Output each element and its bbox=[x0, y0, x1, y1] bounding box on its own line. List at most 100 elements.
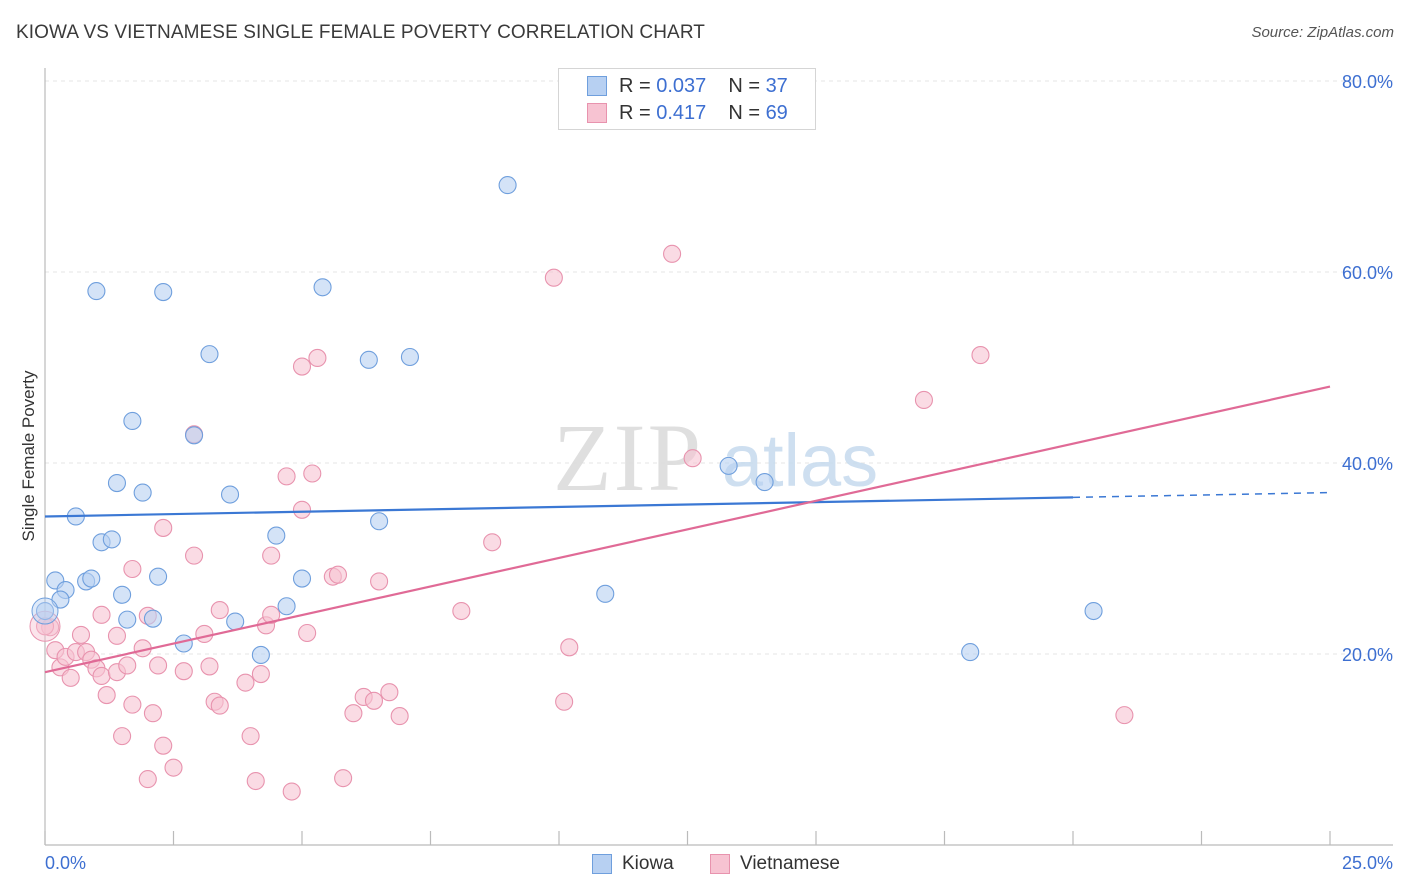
kiowa-point bbox=[292, 569, 312, 588]
kiowa-n-label: N = bbox=[728, 74, 760, 97]
kiowa-point bbox=[755, 473, 774, 492]
vietnamese-point bbox=[560, 638, 579, 657]
vietnamese-point bbox=[107, 626, 127, 645]
vietnamese-point bbox=[71, 625, 91, 644]
kiowa-point bbox=[961, 643, 980, 662]
vietnamese-point bbox=[390, 707, 409, 726]
vietnamese-point bbox=[113, 727, 132, 746]
vietnamese-point bbox=[92, 605, 111, 624]
kiowa-point bbox=[277, 597, 296, 616]
y-axis-label: Single Female Poverty bbox=[19, 370, 38, 542]
vietnamese-point bbox=[328, 565, 348, 584]
vietnamese-legend-swatch bbox=[710, 854, 730, 874]
vietnamese-point bbox=[123, 559, 142, 579]
kiowa-point bbox=[498, 176, 517, 195]
vietnamese-point bbox=[334, 769, 353, 788]
vietnamese-point bbox=[118, 656, 137, 675]
vietnamese-point bbox=[138, 770, 157, 789]
kiowa-point bbox=[35, 601, 55, 621]
kiowa-point-large bbox=[31, 597, 59, 625]
bottom-legend-vietnamese: Vietnamese bbox=[710, 851, 840, 877]
vietnamese-points bbox=[29, 244, 1134, 801]
kiowa-point bbox=[596, 584, 615, 603]
vietnamese-point bbox=[364, 691, 384, 710]
watermark-atlas: atlas bbox=[722, 419, 878, 502]
vietnamese-point bbox=[246, 771, 265, 791]
vietnamese-point bbox=[241, 727, 260, 746]
kiowa-point bbox=[400, 347, 419, 367]
kiowa-point bbox=[82, 569, 101, 588]
y-tick-label-0: 20.0% bbox=[1342, 645, 1393, 665]
vietnamese-point bbox=[262, 605, 281, 624]
source-label: Source: ZipAtlas.com bbox=[1251, 24, 1394, 41]
y-tick-label-2: 60.0% bbox=[1342, 263, 1393, 283]
kiowa-point bbox=[102, 530, 121, 549]
kiowa-point bbox=[154, 283, 173, 302]
kiowa-trend-extension bbox=[1072, 491, 1331, 499]
vietnamese-point bbox=[555, 692, 574, 711]
kiowa-point bbox=[149, 567, 168, 586]
vietnamese-point bbox=[251, 665, 270, 684]
kiowa-point bbox=[185, 426, 204, 445]
vietnamese-point bbox=[154, 518, 173, 537]
kiowa-point bbox=[118, 610, 137, 629]
vietnamese-point bbox=[308, 348, 327, 368]
vietnamese-point bbox=[262, 546, 281, 565]
vietnamese-point bbox=[236, 673, 255, 692]
vietnamese-r-value: 0.417 bbox=[656, 101, 707, 124]
kiowa-point bbox=[220, 485, 240, 504]
kiowa-point bbox=[123, 411, 142, 431]
vietnamese-point bbox=[174, 662, 193, 681]
kiowa-swatch bbox=[587, 76, 607, 96]
vietnamese-n-label: N = bbox=[728, 101, 760, 124]
vietnamese-point bbox=[380, 683, 399, 702]
trend-lines bbox=[44, 385, 1331, 674]
tick-labels: 20.0% 40.0% 60.0% 80.0% 0.0% 25.0% bbox=[45, 72, 1393, 873]
vietnamese-point bbox=[277, 467, 296, 486]
vietnamese-point bbox=[663, 244, 682, 263]
vietnamese-point bbox=[123, 695, 142, 714]
vietnamese-point bbox=[200, 657, 219, 676]
bottom-legend-kiowa: Kiowa bbox=[592, 851, 674, 877]
chart-title: KIOWA VS VIETNAMESE SINGLE FEMALE POVERT… bbox=[16, 22, 705, 43]
y-tick-label-1: 40.0% bbox=[1342, 454, 1393, 474]
watermark-zip: ZIP bbox=[553, 404, 703, 511]
kiowa-point bbox=[719, 456, 738, 475]
kiowa-r-label: R = bbox=[619, 74, 651, 97]
vietnamese-point bbox=[92, 666, 111, 686]
kiowa-point bbox=[107, 474, 127, 493]
vietnamese-point bbox=[210, 601, 229, 620]
watermark: ZIP atlas bbox=[553, 404, 878, 511]
vietnamese-point bbox=[164, 758, 183, 777]
vietnamese-swatch bbox=[587, 103, 607, 123]
vietnamese-point bbox=[344, 704, 363, 723]
vietnamese-point bbox=[210, 696, 229, 715]
kiowa-point bbox=[251, 645, 270, 665]
vietnamese-point bbox=[149, 656, 168, 675]
correlation-legend: R = 0.037 N = 37 R = 0.417 N = 69 bbox=[558, 68, 816, 130]
vietnamese-point bbox=[483, 533, 502, 552]
vietnamese-point bbox=[195, 624, 214, 643]
vietnamese-point bbox=[143, 704, 162, 723]
kiowa-point bbox=[113, 585, 132, 604]
kiowa-point bbox=[87, 282, 106, 301]
vietnamese-point bbox=[452, 601, 471, 621]
vietnamese-point bbox=[154, 736, 173, 755]
kiowa-legend-swatch bbox=[592, 854, 612, 874]
grid-lines bbox=[45, 80, 1393, 655]
x-tick-label-0: 0.0% bbox=[45, 853, 86, 873]
vietnamese-point bbox=[61, 668, 80, 687]
kiowa-trend-line bbox=[44, 496, 1074, 518]
kiowa-point bbox=[143, 609, 162, 628]
kiowa-point bbox=[359, 350, 378, 369]
vietnamese-point bbox=[292, 357, 312, 376]
vietnamese-legend-label: Vietnamese bbox=[740, 853, 840, 874]
kiowa-point bbox=[267, 526, 286, 545]
kiowa-point bbox=[1084, 601, 1103, 621]
legend-row-kiowa: R = 0.037 N = 37 bbox=[587, 73, 788, 99]
kiowa-point bbox=[370, 512, 389, 531]
kiowa-point bbox=[200, 345, 219, 364]
vietnamese-point bbox=[282, 782, 301, 801]
vietnamese-point bbox=[683, 449, 702, 468]
y-tick-label-3: 80.0% bbox=[1342, 72, 1393, 92]
